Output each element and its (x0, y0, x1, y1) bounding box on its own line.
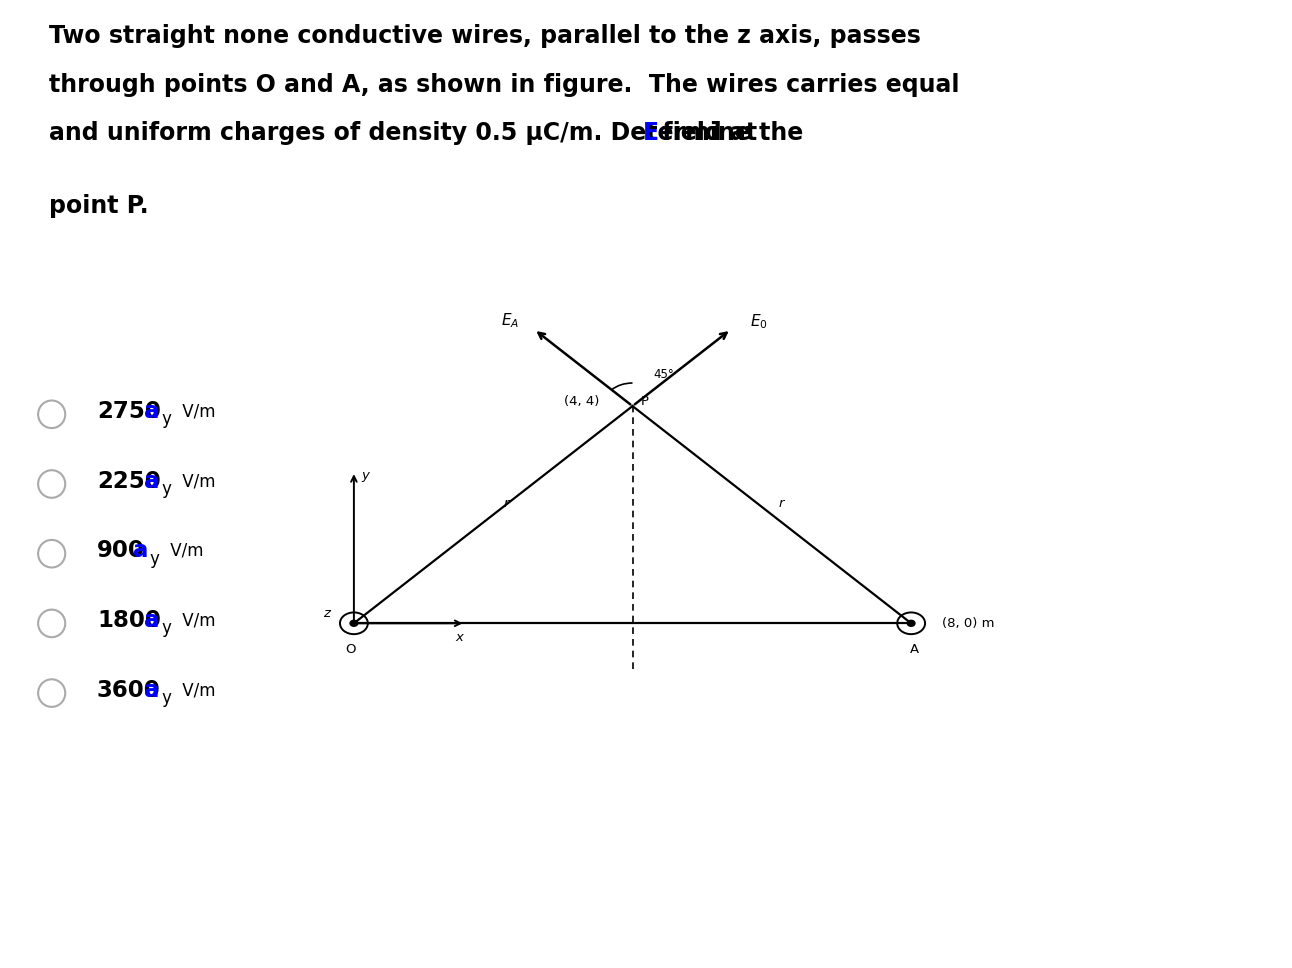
Text: V/m: V/m (177, 403, 216, 420)
Text: O: O (345, 643, 355, 656)
Text: a: a (145, 469, 160, 493)
Text: y: y (162, 620, 171, 637)
Text: r: r (779, 497, 784, 509)
Text: V/m: V/m (165, 542, 203, 560)
Text: V/m: V/m (177, 612, 216, 629)
Text: y: y (162, 410, 171, 428)
Text: Two straight none conductive wires, parallel to the z axis, passes: Two straight none conductive wires, para… (49, 24, 921, 48)
Text: E: E (642, 121, 659, 145)
Text: (8, 0) m: (8, 0) m (942, 617, 995, 630)
Text: 1800: 1800 (97, 609, 160, 632)
Text: y: y (150, 550, 159, 567)
Text: y: y (162, 689, 171, 707)
Text: y: y (162, 480, 171, 498)
Text: a: a (145, 679, 160, 702)
Circle shape (907, 620, 915, 626)
Text: point P.: point P. (49, 194, 149, 218)
Text: 2250: 2250 (97, 469, 160, 493)
Text: a: a (133, 539, 149, 562)
Text: V/m: V/m (177, 472, 216, 490)
Text: field at: field at (654, 121, 757, 145)
Text: y: y (360, 469, 368, 482)
Text: z: z (323, 607, 329, 620)
Text: P: P (641, 395, 649, 408)
Text: and uniform charges of density 0.5 μC/m. Determine the: and uniform charges of density 0.5 μC/m.… (49, 121, 811, 145)
Text: 2750: 2750 (97, 400, 160, 423)
Text: 45°: 45° (654, 368, 674, 380)
Text: A: A (910, 643, 919, 656)
Text: r: r (504, 497, 509, 509)
Text: x: x (455, 631, 463, 644)
Text: 3600: 3600 (97, 679, 160, 702)
Text: V/m: V/m (177, 681, 216, 699)
Text: (4, 4): (4, 4) (565, 395, 599, 408)
Text: $\mathit{E}_{\mathit{A}}$: $\mathit{E}_{\mathit{A}}$ (500, 311, 518, 330)
Circle shape (350, 620, 358, 626)
Text: 900: 900 (97, 539, 145, 562)
Text: a: a (145, 609, 160, 632)
Text: $\mathit{E}_{\mathit{0}}$: $\mathit{E}_{\mathit{0}}$ (751, 313, 767, 331)
Text: through points O and A, as shown in figure.  The wires carries equal: through points O and A, as shown in figu… (49, 73, 960, 97)
Text: a: a (145, 400, 160, 423)
